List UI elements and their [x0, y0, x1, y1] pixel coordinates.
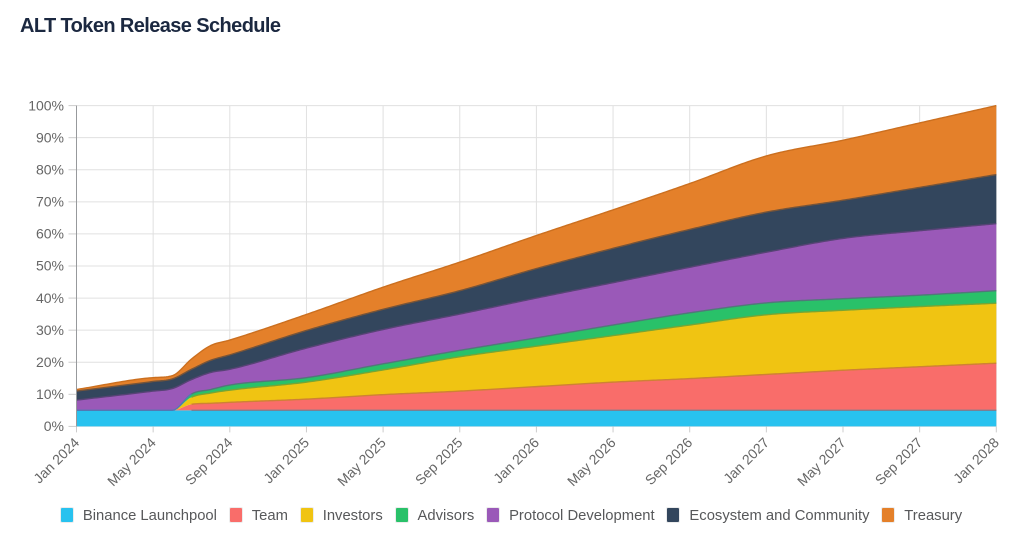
svg-text:Jan 2026: Jan 2026 [490, 434, 542, 486]
svg-text:Sep 2027: Sep 2027 [872, 434, 926, 488]
svg-text:70%: 70% [36, 194, 64, 210]
svg-text:May 2025: May 2025 [334, 434, 389, 489]
svg-text:Sep 2025: Sep 2025 [412, 434, 466, 488]
svg-text:10%: 10% [36, 386, 64, 402]
svg-text:40%: 40% [36, 290, 64, 306]
svg-text:60%: 60% [36, 226, 64, 242]
svg-text:May 2024: May 2024 [104, 434, 159, 489]
svg-text:100%: 100% [28, 97, 64, 113]
svg-text:Sep 2024: Sep 2024 [182, 434, 236, 488]
svg-text:Jan 2028: Jan 2028 [950, 434, 1002, 486]
svg-text:30%: 30% [36, 322, 64, 338]
svg-text:80%: 80% [36, 161, 64, 177]
svg-text:Jan 2024: Jan 2024 [30, 434, 82, 486]
svg-text:50%: 50% [36, 258, 64, 274]
svg-text:90%: 90% [36, 129, 64, 145]
svg-text:Jan 2025: Jan 2025 [260, 434, 312, 486]
svg-text:Sep 2026: Sep 2026 [642, 434, 696, 488]
svg-text:Jan 2027: Jan 2027 [720, 434, 772, 486]
svg-text:20%: 20% [36, 354, 64, 370]
svg-text:0%: 0% [44, 418, 64, 434]
svg-text:May 2027: May 2027 [794, 434, 849, 489]
svg-text:May 2026: May 2026 [564, 434, 619, 489]
